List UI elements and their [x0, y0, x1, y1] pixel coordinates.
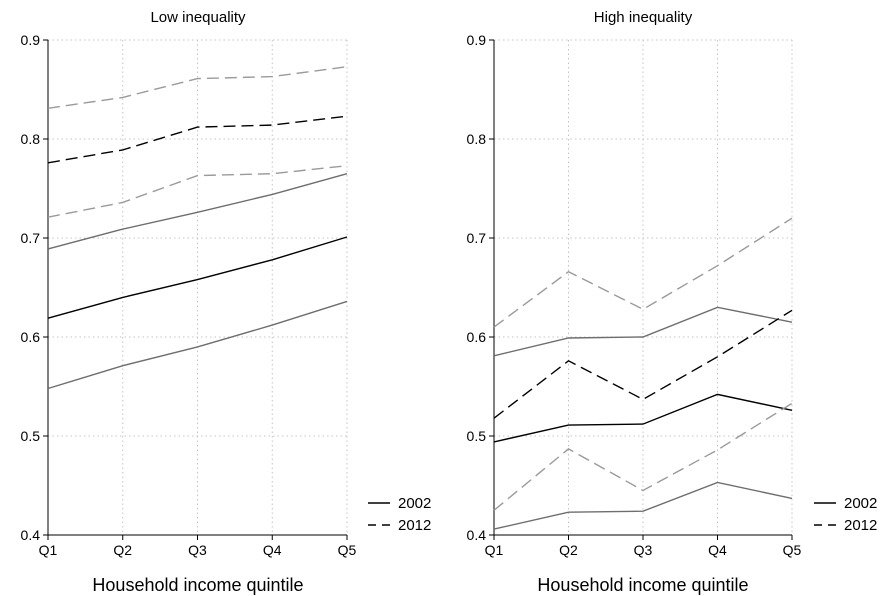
x-tick-label: Q2 [559, 542, 578, 558]
panel-low-inequality: Low inequality 0.4 0.5 0.6 0.7 0.8 0.9 Q1 Q2 Q3 Q… [21, 9, 432, 595]
legend-label-2002: 2002 [844, 495, 877, 512]
legend: 2002 2012 [368, 495, 431, 534]
grid-layer [493, 39, 793, 536]
series-line-2002-estimate [47, 236, 348, 319]
series-line-2002-lower [47, 300, 348, 390]
legend-label-2002: 2002 [398, 495, 431, 512]
y-tick-label: 0.7 [467, 230, 487, 246]
y-tick-label: 0.7 [21, 230, 41, 246]
legend-label-2012: 2012 [844, 517, 877, 534]
series-line-2012-estimate [493, 309, 793, 419]
panel-title: Low inequality [150, 9, 246, 26]
series-layer [47, 66, 348, 390]
x-tick-label: Q5 [783, 542, 802, 558]
y-tick-label: 0.8 [467, 131, 487, 147]
y-tick-label: 0.6 [21, 329, 41, 345]
series-line-2002-upper [493, 306, 793, 357]
x-axis-label: Household income quintile [92, 575, 303, 595]
x-tick-label: Q3 [634, 542, 653, 558]
x-tick-label: Q1 [39, 542, 58, 558]
series-line-2012-upper [493, 217, 793, 328]
series-line-2012-lower [47, 165, 348, 218]
series-line-2012-estimate [47, 115, 348, 164]
series-line-2002-estimate [493, 393, 793, 443]
series-line-2002-lower [493, 481, 793, 530]
axis-layer: 0.4 0.5 0.6 0.7 0.8 0.9 Q1 Q2 Q3 Q4 Q5 [467, 32, 802, 558]
y-tick-label: 0.4 [21, 527, 41, 543]
x-tick-label: Q3 [188, 542, 207, 558]
x-axis-label: Household income quintile [537, 575, 748, 595]
y-tick-label: 0.9 [21, 32, 41, 48]
grid-layer [47, 39, 348, 536]
panel-high-inequality: High inequality 0.4 0.5 0.6 0.7 0.8 0.9 Q1 Q2 Q3… [467, 9, 878, 595]
series-line-2012-lower [493, 402, 793, 511]
x-tick-label: Q2 [113, 542, 132, 558]
axis-layer: 0.4 0.5 0.6 0.7 0.8 0.9 Q1 Q2 Q3 Q4 Q5 [21, 32, 357, 558]
x-tick-label: Q5 [338, 542, 357, 558]
y-tick-label: 0.5 [21, 428, 41, 444]
x-tick-label: Q1 [485, 542, 504, 558]
series-line-2002-upper [47, 173, 348, 250]
panel-title: High inequality [594, 9, 693, 26]
x-tick-label: Q4 [263, 542, 282, 558]
series-layer [493, 217, 793, 530]
y-tick-label: 0.8 [21, 131, 41, 147]
y-tick-label: 0.4 [467, 527, 487, 543]
y-tick-label: 0.5 [467, 428, 487, 444]
y-tick-label: 0.9 [467, 32, 487, 48]
legend: 2002 2012 [814, 495, 877, 534]
x-tick-label: Q4 [708, 542, 727, 558]
series-line-2012-upper [47, 66, 348, 109]
legend-label-2012: 2012 [398, 517, 431, 534]
y-tick-label: 0.6 [467, 329, 487, 345]
